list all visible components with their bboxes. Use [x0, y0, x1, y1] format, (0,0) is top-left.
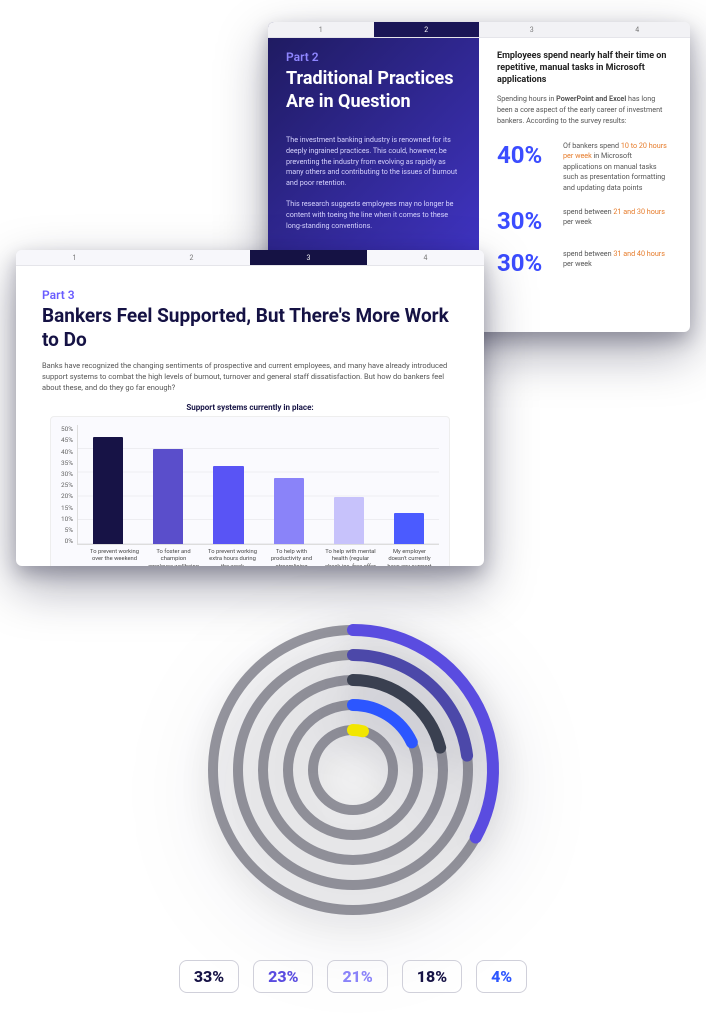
- stat-pct: 40%: [497, 141, 553, 169]
- tab-1[interactable]: 1: [268, 22, 374, 38]
- legend-chip-3: 18%: [402, 960, 462, 993]
- bar-5: [379, 425, 439, 544]
- stat-text: spend between 31 and 40 hours per week: [563, 249, 672, 270]
- slide2-kicker: Part 2: [286, 50, 461, 64]
- tab-2[interactable]: 2: [133, 250, 250, 266]
- slide-part3: 1234 Part 3 Bankers Feel Supported, But …: [16, 250, 484, 566]
- bar-label-2: To prevent working extra hours during th…: [203, 545, 262, 566]
- tab-2[interactable]: 2: [374, 22, 480, 38]
- slide2-lead: Employees spend nearly half their time o…: [497, 50, 672, 86]
- bar-chart: 50%45%40%35%30%25%20%15%10%5%0%To preven…: [50, 416, 450, 566]
- radial-chart: [0, 610, 706, 930]
- bar-4: [319, 425, 379, 544]
- tab-4[interactable]: 4: [367, 250, 484, 266]
- tab-4[interactable]: 4: [585, 22, 691, 38]
- stat-text: spend between 21 and 30 hours per week: [563, 207, 672, 228]
- tab-3[interactable]: 3: [479, 22, 585, 38]
- slide3-kicker: Part 3: [42, 288, 458, 302]
- slide2-title: Traditional Practices Are in Question: [286, 68, 461, 113]
- legend-chip-4: 4%: [476, 960, 527, 993]
- legend: 33% 23% 21% 18% 4%: [0, 960, 706, 993]
- legend-chip-2: 21%: [327, 960, 387, 993]
- stat-pct: 30%: [497, 249, 553, 277]
- ring-4: [353, 730, 363, 731]
- slide3-title: Bankers Feel Supported, But There's More…: [42, 304, 458, 352]
- slide3-intro: Banks have recognized the changing senti…: [42, 360, 458, 394]
- stat-pct: 30%: [497, 207, 553, 235]
- slide2-intro: Spending hours in PowerPoint and Excel h…: [497, 94, 672, 126]
- bar-0: [78, 425, 138, 544]
- bar-2: [198, 425, 258, 544]
- bar-3: [259, 425, 319, 544]
- bar-label-4: To help with mental health (regular chec…: [321, 545, 380, 566]
- bar-label-5: My employer doesn't currently have any s…: [380, 545, 439, 566]
- stat-text: Of bankers spend 10 to 20 hours per week…: [563, 141, 672, 193]
- stat-row-2: 30% spend between 31 and 40 hours per wee…: [497, 249, 672, 277]
- legend-chip-0: 33%: [179, 960, 239, 993]
- tab-3[interactable]: 3: [250, 250, 367, 266]
- slide2-right-panel: Employees spend nearly half their time o…: [479, 22, 690, 332]
- tab-1[interactable]: 1: [16, 250, 133, 266]
- slide2-tabs: 1234: [268, 22, 690, 38]
- legend-chip-1: 23%: [253, 960, 313, 993]
- bar-label-0: To prevent working over the weekend: [85, 545, 144, 566]
- bar-1: [138, 425, 198, 544]
- slide3-tabs: 1234: [16, 250, 484, 266]
- slide2-para-1: The investment banking industry is renow…: [286, 135, 461, 189]
- slide2-para-2: This research suggests employees may no …: [286, 199, 461, 231]
- stat-row-1: 30% spend between 21 and 30 hours per wee…: [497, 207, 672, 235]
- stat-row-0: 40% Of bankers spend 10 to 20 hours per w…: [497, 141, 672, 193]
- bar-chart-title: Support systems currently in place:: [42, 403, 458, 412]
- bar-label-3: To help with productivity and streamlini…: [262, 545, 321, 566]
- bar-label-1: To foster and champion employee wellbein…: [144, 545, 203, 566]
